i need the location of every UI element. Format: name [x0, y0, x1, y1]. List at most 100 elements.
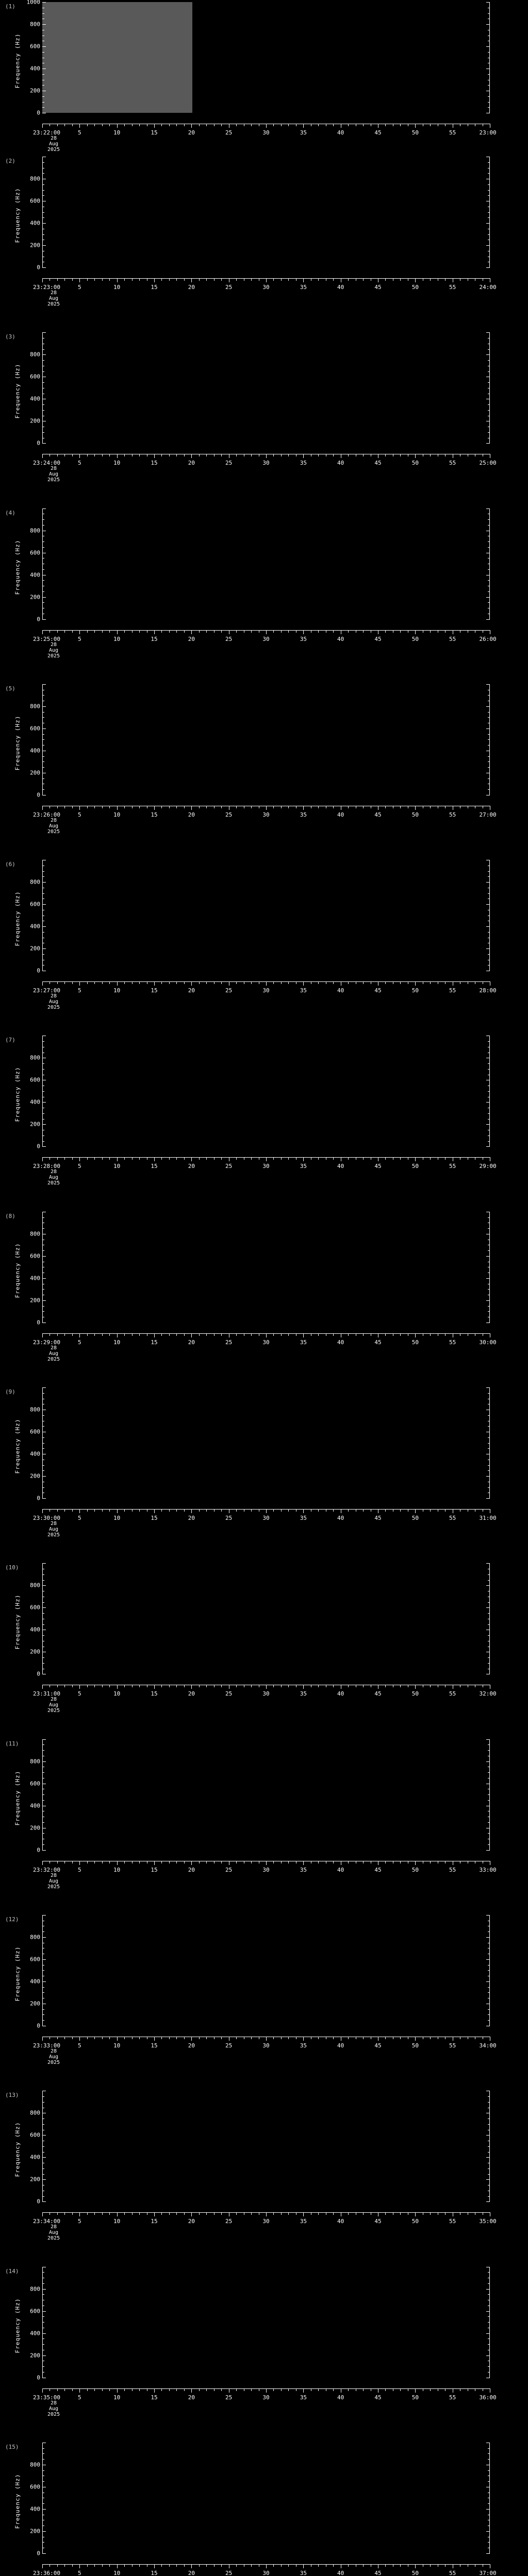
y-tick-minor-right: [488, 1118, 490, 1120]
y-tick-label: 200: [30, 2352, 40, 2359]
x-tick-minor: [363, 454, 364, 457]
x-tick-minor: [199, 1860, 200, 1863]
x-tick-label: 50: [411, 1338, 419, 1346]
x-axis: 23:30:00 5 10 15 20 25 30 35 40 45 50 55 31:00 28 Aug…: [33, 1509, 497, 1538]
y-tick-minor-right: [488, 591, 490, 592]
y-tick-major: [42, 1124, 46, 1125]
x-tick-minor: [109, 2388, 110, 2391]
x-tick-minor: [102, 2388, 103, 2391]
y-tick-minor: [42, 2322, 44, 2323]
y-tick-minor-right: [488, 2014, 490, 2015]
x-tick-label: 50: [411, 1515, 419, 1522]
x-tick-minor: [318, 278, 319, 281]
y-tick-minor: [42, 212, 44, 213]
x-tick-minor: [184, 1685, 185, 1688]
x-tick-minor: [131, 2388, 133, 2391]
x-tick-minor: [131, 981, 133, 985]
x-tick-minor: [400, 2388, 401, 2391]
x-tick-minor: [169, 981, 170, 985]
x-tick-major: [415, 1860, 416, 1865]
x-tick-minor: [64, 124, 65, 126]
y-axis-title: Frequency (Hz): [14, 1595, 21, 1650]
y-tick-minor-right: [488, 2542, 490, 2543]
y-tick-major: [42, 1387, 46, 1388]
x-tick-minor: [363, 2388, 364, 2391]
x-tick-label: 45: [374, 2042, 382, 2049]
y-tick-minor-right: [488, 1580, 490, 1581]
x-tick-label: 30: [262, 2394, 270, 2401]
y-tick-minor: [42, 1228, 44, 1229]
x-tick-minor: [348, 1333, 349, 1336]
x-tick-minor: [318, 2388, 319, 2391]
x-axis-end-time-label: 30:00: [479, 1338, 497, 1346]
x-tick-minor: [333, 2564, 334, 2567]
y-tick-minor-right: [488, 234, 490, 235]
x-tick-minor: [161, 454, 162, 457]
y-tick-label: 400: [30, 1450, 40, 1458]
x-tick-label: 5: [78, 460, 81, 467]
x-tick-minor: [169, 454, 170, 457]
x-tick-minor: [288, 630, 289, 633]
y-tick-major-right: [486, 926, 490, 927]
x-tick-minor: [348, 2212, 349, 2215]
x-tick-minor: [94, 2036, 95, 2039]
x-tick-minor: [430, 454, 431, 457]
x-tick-minor: [57, 2212, 58, 2215]
x-tick-major: [117, 2036, 118, 2041]
x-tick-minor: [251, 2564, 252, 2567]
y-tick-minor-right: [488, 2168, 490, 2169]
x-tick-minor: [385, 2388, 386, 2391]
y-tick-minor-right: [488, 871, 490, 872]
x-tick-label: 50: [411, 2218, 419, 2225]
x-tick-minor: [124, 2212, 125, 2215]
y-tick-minor-right: [488, 876, 490, 877]
x-tick-minor: [273, 2388, 274, 2391]
x-tick-major: [191, 124, 192, 128]
x-tick-minor: [348, 2564, 349, 2567]
y-tick-minor-right: [488, 1228, 490, 1229]
x-axis-start-time-label: 23:25:00: [32, 635, 60, 642]
x-tick-label: 45: [374, 2218, 382, 2225]
y-tick-major: [42, 2201, 46, 2202]
x-tick-label: 25: [225, 1338, 233, 1346]
x-tick-label: 15: [151, 2218, 158, 2225]
x-tick-minor: [124, 2388, 125, 2391]
y-tick-minor-right: [488, 2481, 490, 2482]
y-tick-minor-right: [488, 52, 490, 53]
x-tick-minor: [445, 2388, 446, 2391]
y-tick-minor-right: [488, 1613, 490, 1614]
x-tick-minor: [221, 124, 222, 126]
x-tick-major: [154, 981, 155, 986]
x-tick-minor: [318, 981, 319, 985]
x-axis-date-label: 28 Aug 2025: [47, 641, 60, 659]
y-tick-major: [42, 2135, 46, 2136]
y-tick-major: [42, 2333, 46, 2334]
y-tick-minor: [42, 1750, 44, 1751]
x-tick-major: [303, 981, 304, 986]
y-tick-minor: [42, 876, 44, 877]
spectrogram-raster: [42, 2, 192, 113]
y-tick-minor-right: [488, 2096, 490, 2097]
x-tick-minor: [348, 1509, 349, 1512]
y-tick-minor: [42, 173, 44, 174]
y-tick-minor: [42, 734, 44, 735]
spectrogram-panel: (8) Frequency (Hz) 0 200 400 600 800 23:29:00 5 1…: [0, 1209, 528, 1386]
x-tick-major: [266, 1509, 267, 1514]
x-tick-label: 40: [337, 2042, 344, 2049]
x-tick-minor: [445, 1157, 446, 1160]
x-tick-major: [415, 1509, 416, 1514]
x-tick-minor: [94, 1509, 95, 1512]
x-tick-major: [303, 2564, 304, 2568]
x-tick-label: 45: [374, 1338, 382, 1346]
x-tick-minor: [251, 630, 252, 633]
y-tick-label: 600: [30, 373, 40, 380]
x-tick-minor: [348, 1860, 349, 1863]
x-tick-minor: [199, 124, 200, 126]
x-tick-minor: [363, 1509, 364, 1512]
x-tick-minor: [348, 278, 349, 281]
y-tick-minor: [42, 711, 44, 713]
x-tick-minor: [445, 981, 446, 985]
x-tick-minor: [131, 2212, 133, 2215]
x-tick-label: 20: [188, 460, 195, 467]
